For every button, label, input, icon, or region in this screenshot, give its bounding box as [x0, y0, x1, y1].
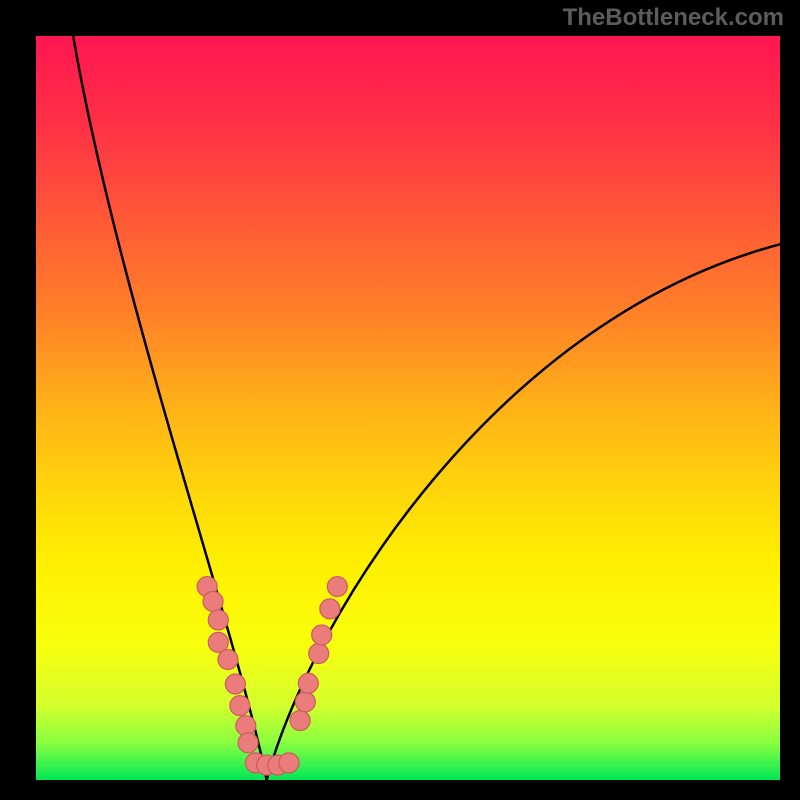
watermark-text: TheBottleneck.com: [563, 4, 784, 32]
data-marker: [208, 610, 228, 630]
data-marker: [218, 649, 238, 669]
data-marker: [295, 692, 315, 712]
data-marker: [309, 644, 329, 664]
bottleneck-curve-chart: [0, 0, 800, 800]
data-marker: [225, 674, 245, 694]
chart-container: TheBottleneck.com: [0, 0, 800, 800]
data-marker: [230, 696, 250, 716]
data-marker: [203, 591, 223, 611]
plot-area: [36, 36, 780, 780]
data-marker: [327, 577, 347, 597]
data-marker: [320, 599, 340, 619]
data-marker: [290, 710, 310, 730]
data-marker: [238, 733, 258, 753]
data-marker: [279, 753, 299, 773]
data-marker: [298, 673, 318, 693]
data-marker: [312, 625, 332, 645]
